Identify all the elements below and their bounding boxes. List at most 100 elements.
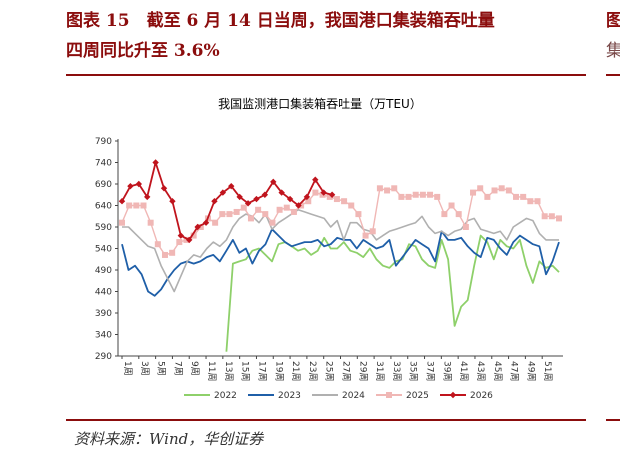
x-tick-label: 5周	[156, 361, 167, 376]
series-marker-2026	[127, 182, 134, 190]
series-marker-2025	[262, 211, 269, 218]
x-tick-label: 25周	[324, 361, 335, 381]
series-marker-2025	[333, 196, 340, 203]
figure-title-line-2: 四周同比升至 3.6%	[66, 41, 220, 61]
x-tick-label: 45周	[492, 361, 503, 381]
series-marker-2025	[161, 251, 168, 258]
y-tick-label: 540	[95, 245, 112, 255]
series-marker-2025	[376, 185, 383, 192]
series-marker-2025	[212, 219, 219, 226]
series-marker-2026	[312, 176, 319, 183]
series-marker-2025	[441, 211, 448, 218]
series-marker-2026	[177, 232, 185, 239]
series-marker-2025	[369, 228, 376, 235]
series-marker-2026	[286, 195, 294, 203]
series-marker-2025	[419, 191, 426, 198]
series-marker-2025	[348, 202, 355, 209]
x-tick-label: 23周	[307, 361, 318, 381]
series-marker-2026	[118, 198, 126, 205]
x-tick-label: 17周	[256, 361, 267, 381]
series-marker-2025	[548, 213, 555, 220]
series-marker-2025	[219, 211, 226, 218]
x-tick-label: 1周	[122, 361, 133, 376]
x-tick-label: 51周	[542, 361, 553, 381]
series-marker-2025	[434, 193, 441, 200]
legend-marker-2026	[449, 391, 457, 399]
y-tick-label: 690	[95, 180, 112, 190]
series-marker-2025	[133, 202, 140, 209]
series-marker-2025	[556, 215, 562, 222]
series-marker-2025	[384, 187, 391, 194]
y-tick-label: 440	[95, 288, 112, 298]
series-marker-2025	[405, 193, 412, 200]
series-marker-2025	[412, 191, 419, 198]
series-marker-2026	[186, 236, 193, 244]
series-marker-2026	[135, 180, 143, 188]
x-tick-label: 49周	[525, 361, 536, 381]
series-marker-2026	[194, 223, 201, 231]
series-marker-2026	[295, 202, 302, 209]
series-marker-2025	[484, 193, 491, 200]
series-marker-2025	[362, 232, 369, 239]
series-lines	[118, 159, 562, 352]
next-source-rule	[606, 419, 620, 421]
chart-title: 我国监测港口集装箱吞吐量（万TEU）	[218, 96, 422, 111]
legend-label-2025: 2025	[406, 391, 429, 401]
series-marker-2025	[269, 219, 276, 226]
series-marker-2025	[290, 208, 297, 215]
series-marker-2025	[448, 202, 455, 209]
series-marker-2025	[391, 185, 398, 192]
series-marker-2026	[320, 189, 327, 196]
axes: 290 340 390 440 490 540 590 640 690 740 790 1周 3周 5周 7…	[95, 137, 563, 381]
series-marker-2025	[119, 219, 125, 226]
series-marker-2026	[328, 191, 336, 198]
series-marker-2026	[303, 193, 311, 201]
series-marker-2025	[283, 204, 290, 211]
series-marker-2025	[312, 189, 319, 196]
x-tick-label: 39周	[441, 361, 452, 381]
source-note: 资料来源：Wind，华创证券	[74, 430, 264, 448]
series-marker-2026	[270, 178, 277, 186]
series-marker-2025	[427, 191, 434, 198]
series-marker-2026	[202, 219, 210, 226]
x-tick-label: 41周	[458, 361, 469, 381]
x-tick-label: 27周	[341, 361, 352, 381]
y-tick-label: 490	[95, 266, 112, 276]
series-marker-2025	[341, 198, 348, 205]
series-line-2022	[225, 234, 560, 352]
series-marker-2026	[211, 198, 218, 205]
series-marker-2025	[240, 204, 247, 211]
series-marker-2026	[152, 159, 159, 166]
series-line-2023	[121, 228, 560, 297]
y-tick-label: 390	[95, 309, 112, 319]
series-marker-2025	[176, 239, 183, 246]
y-tick-label: 740	[95, 159, 112, 169]
next-title-rule	[606, 74, 620, 76]
clipped-next-figure-title: 图 集	[606, 6, 620, 66]
series-marker-2026	[261, 191, 269, 198]
series-marker-2025	[462, 224, 469, 230]
series-marker-2025	[147, 219, 154, 226]
series-marker-2025	[326, 193, 333, 200]
series-marker-2025	[505, 187, 512, 194]
series-marker-2025	[455, 211, 462, 218]
series-marker-2025	[126, 202, 133, 209]
series-marker-2025	[305, 198, 312, 205]
series-marker-2026	[236, 193, 243, 201]
y-tick-label: 640	[95, 202, 112, 212]
x-tick-label: 33周	[391, 361, 402, 381]
series-marker-2025	[398, 193, 405, 200]
series-marker-2025	[255, 206, 262, 213]
series-marker-2026	[160, 185, 168, 192]
x-tick-label: 7周	[172, 361, 183, 376]
figure-title: 图表 15 截至 6 月 14 日当周，我国港口集装箱吞吐量 四周同比升至 3.…	[66, 6, 586, 66]
source-rule	[66, 419, 586, 421]
series-marker-2026	[144, 193, 151, 201]
series-marker-2025	[470, 189, 477, 196]
legend-label-2023: 2023	[278, 391, 301, 401]
series-marker-2026	[219, 189, 227, 196]
series-marker-2025	[477, 185, 484, 192]
legend-label-2024: 2024	[342, 391, 365, 401]
series-marker-2026	[169, 198, 176, 205]
